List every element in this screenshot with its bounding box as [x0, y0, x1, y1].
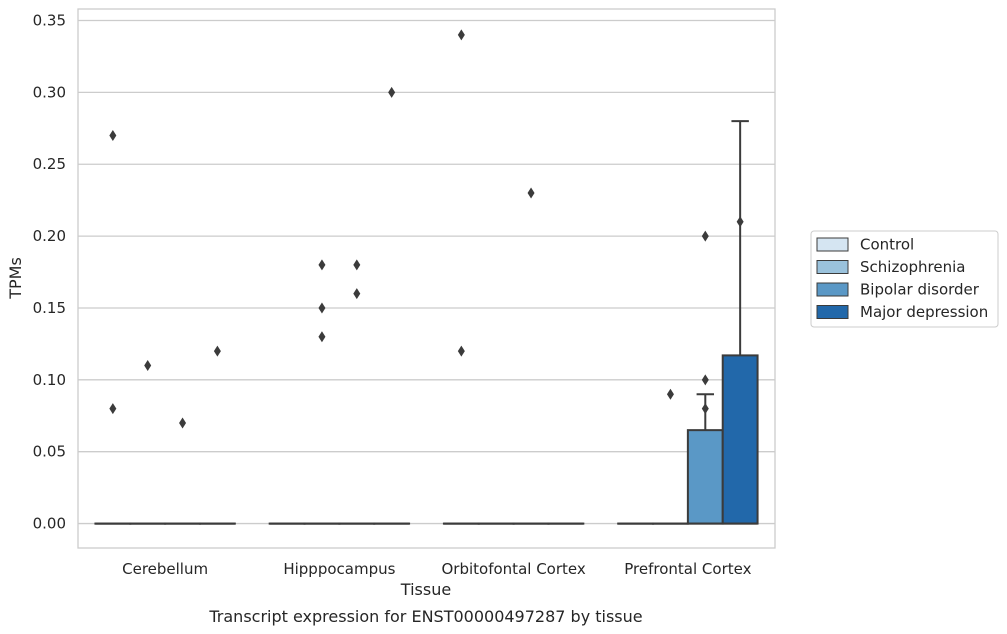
outlier-point [179, 417, 187, 429]
outlier-point [109, 403, 117, 415]
outlier-point [318, 302, 326, 314]
outlier-point [388, 86, 396, 98]
outlier-point [213, 345, 221, 357]
y-tick-label: 0.35 [33, 11, 66, 29]
chart-caption: Transcript expression for ENST0000049728… [208, 607, 642, 626]
y-tick-label: 0.05 [33, 443, 66, 461]
legend-swatch [816, 282, 849, 297]
y-tick-labels: 0.00 0.05 0.10 0.15 0.20 0.25 0.30 0.35 [33, 11, 66, 532]
outlier-point [144, 359, 152, 371]
box-body [721, 354, 759, 525]
y-tick-label: 0.25 [33, 155, 66, 173]
outlier-layer [109, 29, 744, 429]
x-tick-label: Hipppocampus [283, 560, 395, 578]
x-tick-label: Prefrontal Cortex [624, 560, 751, 578]
grid-layer [78, 19, 775, 525]
outlier-point [527, 187, 535, 199]
outlier-point [457, 29, 465, 41]
x-tick-labels: Cerebellum Hipppocampus Orbitofontal Corte… [122, 560, 751, 578]
box-3-3 [721, 120, 759, 525]
outlier-point [701, 403, 709, 415]
outlier-point [701, 230, 709, 242]
x-tick-label: Orbitofontal Cortex [442, 560, 586, 578]
outlier-point [666, 388, 674, 400]
outlier-point [353, 288, 361, 300]
outlier-point [353, 259, 361, 271]
legend-label: Control [860, 236, 914, 254]
outlier-point [701, 374, 709, 386]
legend-label: Schizophrenia [860, 258, 965, 276]
legend-swatch [816, 260, 849, 274]
x-tick-label: Cerebellum [122, 560, 208, 578]
y-tick-label: 0.15 [33, 299, 66, 317]
outlier-point [318, 331, 326, 343]
y-tick-label: 0.00 [33, 515, 66, 533]
legend-swatch [816, 237, 849, 252]
y-tick-label: 0.10 [33, 371, 66, 389]
x-axis-label: Tissue [400, 580, 451, 599]
y-tick-label: 0.20 [33, 227, 66, 245]
outlier-point [109, 129, 117, 141]
legend-label: Major depression [860, 303, 988, 321]
y-tick-label: 0.30 [33, 83, 66, 101]
legend-swatch [816, 305, 849, 319]
outlier-point [736, 216, 744, 228]
box-layer [94, 120, 759, 525]
legend-frame [810, 230, 999, 328]
legend: Control Schizophrenia Bipolar disorder Majo… [810, 230, 999, 328]
legend-label: Bipolar disorder [860, 281, 980, 299]
outlier-point [457, 345, 465, 357]
plot-frame [77, 8, 776, 549]
box-body [686, 429, 724, 525]
outlier-point [318, 259, 326, 271]
y-axis-label: TPMs [6, 257, 25, 300]
